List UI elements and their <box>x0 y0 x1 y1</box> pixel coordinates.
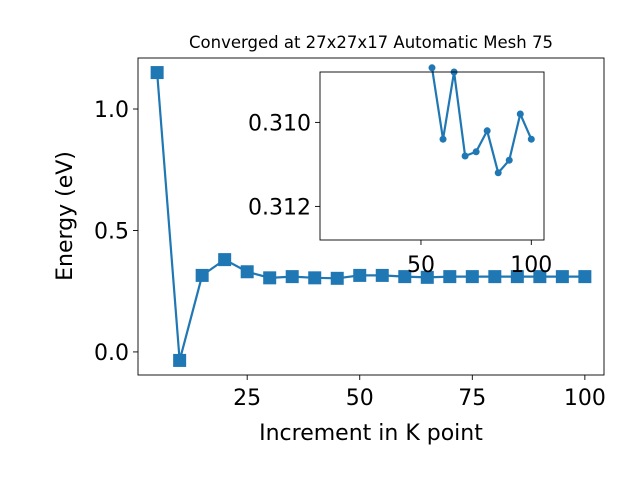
inset-plot-area: 50 100 0.310 0.312 <box>248 64 552 278</box>
inset-x-tick-label-100: 100 <box>510 253 552 278</box>
inset-data-point-85 <box>494 169 502 177</box>
inset-data-point-90 <box>505 156 513 164</box>
data-point-10 <box>173 353 187 367</box>
inset-data-point-75 <box>472 148 480 156</box>
data-point-15 <box>195 268 209 282</box>
data-point-95 <box>555 270 569 284</box>
y-axis-label: Energy (eV) <box>53 151 78 281</box>
inset-x-tick-label-50: 50 <box>407 253 435 278</box>
x-tick-label-50: 50 <box>346 386 374 411</box>
inset-series-line <box>430 67 533 176</box>
inset-data-point-60 <box>439 135 447 143</box>
data-point-5 <box>150 66 164 80</box>
inset-data-point-100 <box>527 135 535 143</box>
chart-title: Converged at 27x27x17 Automatic Mesh 75 <box>189 33 553 52</box>
data-point-60 <box>398 270 412 284</box>
data-point-70 <box>443 270 457 284</box>
inset-data-point-55 <box>428 64 436 72</box>
inset-data-point-80 <box>483 127 491 135</box>
data-point-85 <box>510 270 524 284</box>
inset-data-point-70 <box>461 152 469 160</box>
data-point-30 <box>263 271 277 285</box>
data-point-65 <box>420 270 434 284</box>
y-tick-label-0: 0.0 <box>94 341 129 366</box>
y-tick-label-0.5: 0.5 <box>94 219 129 244</box>
main-plot-area: 25 50 75 100 0.0 0.5 1.0 <box>94 57 606 411</box>
inset-data-point-95 <box>516 110 524 118</box>
data-point-35 <box>285 270 299 284</box>
x-axis-label: Increment in K point <box>259 421 483 446</box>
data-point-55 <box>375 268 389 282</box>
data-point-40 <box>308 271 322 285</box>
data-point-50 <box>353 268 367 282</box>
data-point-80 <box>488 270 502 284</box>
data-point-45 <box>330 271 344 285</box>
data-point-90 <box>533 270 547 284</box>
inset-y-tick-label-0.31: 0.310 <box>248 111 311 136</box>
inset-y-tick-label-0.312: 0.312 <box>248 195 311 220</box>
x-tick-label-75: 75 <box>458 386 486 411</box>
data-point-25 <box>240 265 254 279</box>
data-point-100 <box>578 270 592 284</box>
y-tick-label-1: 1.0 <box>94 98 129 123</box>
axes-frame <box>137 57 605 376</box>
x-tick-label-25: 25 <box>233 386 261 411</box>
data-point-20 <box>218 253 232 267</box>
inset-axes-frame <box>319 71 545 241</box>
data-point-75 <box>465 270 479 284</box>
x-tick-label-100: 100 <box>564 386 606 411</box>
